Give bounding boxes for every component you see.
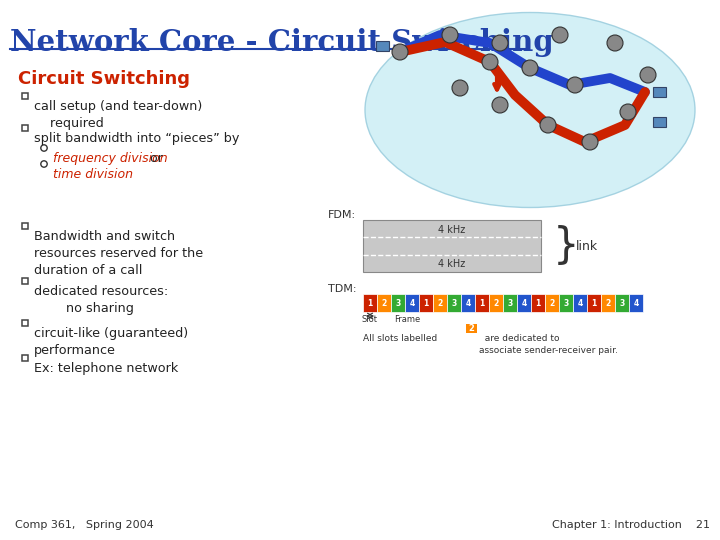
Circle shape bbox=[442, 27, 458, 43]
Bar bbox=[545, 294, 559, 312]
Bar bbox=[503, 294, 517, 312]
Text: 4: 4 bbox=[465, 299, 471, 307]
Bar bbox=[653, 117, 666, 127]
Bar bbox=[615, 294, 629, 312]
Circle shape bbox=[607, 35, 623, 51]
Circle shape bbox=[522, 60, 538, 76]
Bar bbox=[475, 294, 489, 312]
Text: TDM:: TDM: bbox=[328, 284, 356, 294]
Text: Ex: telephone network: Ex: telephone network bbox=[34, 362, 179, 375]
Text: 3: 3 bbox=[395, 299, 400, 307]
Text: 1: 1 bbox=[536, 299, 541, 307]
Bar bbox=[466, 324, 477, 333]
Circle shape bbox=[482, 54, 498, 70]
Circle shape bbox=[540, 117, 556, 133]
Text: Bandwidth and switch
resources reserved for the
duration of a call: Bandwidth and switch resources reserved … bbox=[34, 230, 203, 277]
Text: 1: 1 bbox=[591, 299, 597, 307]
Bar bbox=[22, 222, 28, 228]
Text: 4 kHz: 4 kHz bbox=[438, 259, 466, 269]
Bar bbox=[363, 294, 377, 312]
Text: 2: 2 bbox=[549, 299, 554, 307]
Text: time division: time division bbox=[53, 168, 133, 181]
Text: are dedicated to
associate sender-receiver pair.: are dedicated to associate sender-receiv… bbox=[479, 334, 618, 355]
Text: 4 kHz: 4 kHz bbox=[438, 225, 466, 235]
Circle shape bbox=[582, 134, 598, 150]
Circle shape bbox=[567, 77, 583, 93]
Text: All slots labelled: All slots labelled bbox=[363, 334, 437, 343]
Bar bbox=[419, 294, 433, 312]
Bar bbox=[22, 278, 28, 284]
Circle shape bbox=[620, 104, 636, 120]
Bar bbox=[629, 294, 643, 312]
Bar bbox=[461, 294, 475, 312]
Ellipse shape bbox=[365, 12, 695, 207]
Text: 1: 1 bbox=[367, 299, 373, 307]
Text: 1: 1 bbox=[480, 299, 485, 307]
Text: Frame: Frame bbox=[394, 315, 420, 324]
Text: Slot: Slot bbox=[362, 315, 378, 324]
Text: 3: 3 bbox=[508, 299, 513, 307]
Bar bbox=[363, 220, 541, 272]
Text: Comp 361,   Spring 2004: Comp 361, Spring 2004 bbox=[15, 520, 154, 530]
Bar bbox=[489, 294, 503, 312]
Text: 2: 2 bbox=[437, 299, 443, 307]
Text: 3: 3 bbox=[619, 299, 625, 307]
Bar bbox=[22, 355, 28, 361]
Circle shape bbox=[492, 97, 508, 113]
Text: 2: 2 bbox=[493, 299, 499, 307]
Bar bbox=[601, 294, 615, 312]
Text: 2: 2 bbox=[469, 324, 474, 333]
Bar bbox=[391, 294, 405, 312]
Bar bbox=[377, 294, 391, 312]
Bar bbox=[573, 294, 587, 312]
Circle shape bbox=[452, 80, 468, 96]
Text: 2: 2 bbox=[382, 299, 387, 307]
Bar bbox=[447, 294, 461, 312]
Bar bbox=[22, 320, 28, 326]
Bar bbox=[517, 294, 531, 312]
Text: split bandwidth into “pieces” by: split bandwidth into “pieces” by bbox=[34, 132, 239, 145]
Text: 1: 1 bbox=[423, 299, 428, 307]
Circle shape bbox=[492, 35, 508, 51]
Text: 4: 4 bbox=[521, 299, 526, 307]
Bar bbox=[22, 125, 28, 131]
Text: FDM:: FDM: bbox=[328, 210, 356, 220]
Text: link: link bbox=[576, 240, 598, 253]
Text: frequency division: frequency division bbox=[53, 152, 168, 165]
Text: 4: 4 bbox=[634, 299, 639, 307]
Bar bbox=[22, 92, 28, 98]
Circle shape bbox=[552, 27, 568, 43]
Text: Network Core - Circuit Switching: Network Core - Circuit Switching bbox=[10, 28, 554, 57]
Bar bbox=[587, 294, 601, 312]
Bar bbox=[531, 294, 545, 312]
Text: Circuit Switching: Circuit Switching bbox=[18, 70, 190, 88]
Text: call setup (and tear-down)
    required: call setup (and tear-down) required bbox=[34, 100, 202, 130]
Text: Chapter 1: Introduction    21: Chapter 1: Introduction 21 bbox=[552, 520, 710, 530]
Bar bbox=[376, 41, 389, 51]
Bar bbox=[559, 294, 573, 312]
Text: or: or bbox=[145, 152, 163, 165]
Text: dedicated resources:
        no sharing: dedicated resources: no sharing bbox=[34, 285, 168, 315]
Circle shape bbox=[392, 44, 408, 60]
Bar bbox=[405, 294, 419, 312]
Bar bbox=[433, 294, 447, 312]
Text: circuit-like (guaranteed)
performance: circuit-like (guaranteed) performance bbox=[34, 327, 188, 357]
Text: 4: 4 bbox=[410, 299, 415, 307]
Bar bbox=[653, 87, 666, 97]
Text: 2: 2 bbox=[606, 299, 611, 307]
Text: 3: 3 bbox=[563, 299, 569, 307]
Text: }: } bbox=[553, 225, 580, 267]
Circle shape bbox=[640, 67, 656, 83]
Text: 3: 3 bbox=[451, 299, 456, 307]
Text: 4: 4 bbox=[577, 299, 582, 307]
